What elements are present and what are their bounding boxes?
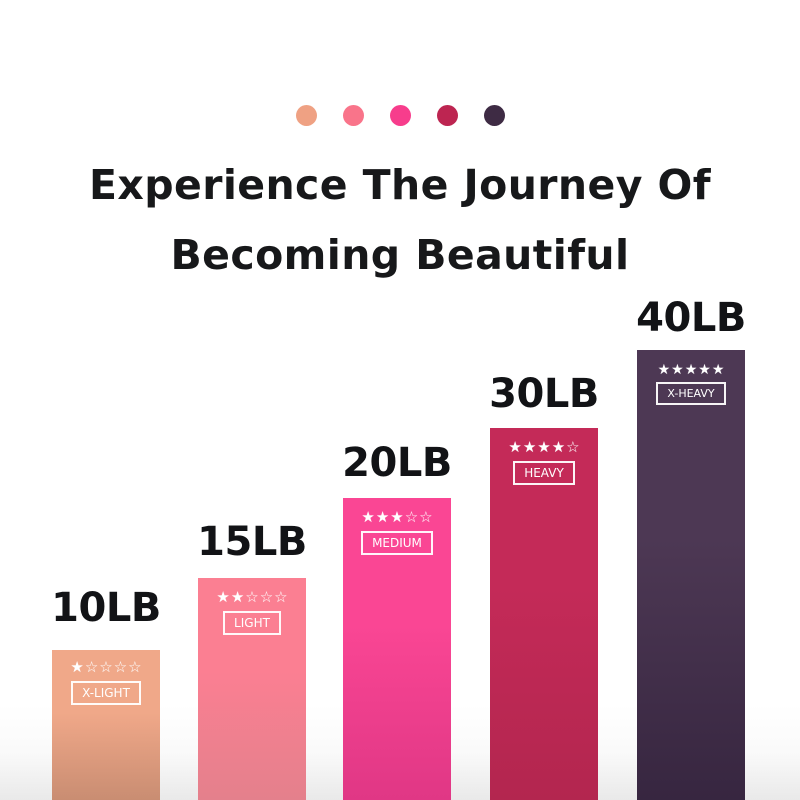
bar-heavy-star-rating: ★ ★ ★ ★ ☆ (508, 440, 579, 455)
bar-x-heavy-level-badge: X-HEAVY (656, 382, 726, 405)
bar-light-weight-label: 15LB (197, 519, 307, 565)
bar-light[interactable]: ★ ★ ☆ ☆ ☆ LIGHT (198, 578, 306, 800)
dot-medium (389, 105, 411, 126)
dot-x-heavy (483, 105, 505, 126)
star-empty-icon: ☆ (404, 509, 419, 526)
dot-heavy (436, 105, 458, 126)
bar-light-group: 15LB ★ ★ ☆ ☆ ☆ LIGHT (197, 522, 307, 800)
dot-x-light (295, 105, 317, 126)
title-line-1: Experience The Journey Of (88, 161, 712, 209)
star-filled-icon: ★ (657, 361, 671, 377)
bar-x-heavy-star-rating: ★ ★ ★ ★ ★ (658, 362, 725, 376)
star-filled-icon: ★ (375, 509, 390, 526)
bar-light-level-badge: LIGHT (223, 611, 281, 635)
star-filled-icon: ★ (522, 439, 537, 456)
bar-medium-level-badge: MEDIUM (361, 531, 433, 555)
page-title: Experience The Journey Of Becoming Beaut… (0, 150, 800, 290)
star-empty-icon: ☆ (259, 589, 274, 606)
star-filled-icon: ★ (361, 509, 375, 526)
title-line-2: Becoming Beautiful (170, 231, 630, 279)
bar-heavy-weight-label: 30LB (489, 371, 599, 417)
star-filled-icon: ★ (508, 439, 522, 456)
star-filled-icon: ★ (70, 659, 84, 676)
star-filled-icon: ★ (537, 439, 551, 456)
star-filled-icon: ★ (684, 361, 698, 377)
star-empty-icon: ☆ (99, 659, 113, 676)
star-filled-icon: ★ (671, 361, 684, 377)
color-swatch-row (0, 105, 800, 126)
bar-x-heavy-weight-label: 40LB (636, 295, 746, 341)
bar-medium-weight-label: 20LB (342, 440, 452, 486)
bar-x-light-level-badge: X-LIGHT (71, 681, 141, 705)
bar-x-light[interactable]: ★ ☆ ☆ ☆ ☆ X-LIGHT (52, 650, 160, 800)
bar-x-light-content: ★ ☆ ☆ ☆ ☆ X-LIGHT (52, 660, 160, 705)
bar-light-star-rating: ★ ★ ☆ ☆ ☆ (216, 590, 287, 605)
star-empty-icon: ☆ (274, 589, 288, 606)
bar-heavy-content: ★ ★ ★ ★ ☆ HEAVY (490, 440, 598, 485)
star-filled-icon: ★ (216, 589, 230, 606)
bar-x-light-star-rating: ★ ☆ ☆ ☆ ☆ (70, 660, 141, 675)
bar-heavy-group: 30LB ★ ★ ★ ★ ☆ HEAVY (489, 374, 599, 800)
star-filled-icon: ★ (711, 361, 725, 377)
star-empty-icon: ☆ (245, 589, 259, 606)
star-filled-icon: ★ (230, 589, 245, 606)
bar-medium-content: ★ ★ ★ ☆ ☆ MEDIUM (343, 510, 451, 555)
star-empty-icon: ☆ (113, 659, 128, 676)
bar-x-light-group: 10LB ★ ☆ ☆ ☆ ☆ X-LIGHT (51, 588, 161, 800)
star-filled-icon: ★ (551, 439, 566, 456)
star-filled-icon: ★ (698, 361, 711, 377)
star-empty-icon: ☆ (419, 509, 433, 526)
bar-x-heavy[interactable]: ★ ★ ★ ★ ★ X-HEAVY (637, 350, 745, 800)
bar-medium-group: 20LB ★ ★ ★ ☆ ☆ MEDIUM (342, 443, 452, 800)
star-empty-icon: ☆ (84, 659, 99, 676)
bar-medium-star-rating: ★ ★ ★ ☆ ☆ (361, 510, 432, 525)
dot-light (342, 105, 364, 126)
bar-x-light-weight-label: 10LB (51, 585, 161, 631)
star-empty-icon: ☆ (128, 659, 142, 676)
bar-x-heavy-content: ★ ★ ★ ★ ★ X-HEAVY (637, 362, 745, 405)
bar-light-content: ★ ★ ☆ ☆ ☆ LIGHT (198, 590, 306, 635)
bar-x-heavy-group: 40LB ★ ★ ★ ★ ★ X-HEAVY (636, 298, 746, 800)
bar-medium[interactable]: ★ ★ ★ ☆ ☆ MEDIUM (343, 498, 451, 800)
star-empty-icon: ☆ (566, 439, 580, 456)
star-filled-icon: ★ (390, 509, 404, 526)
bar-heavy[interactable]: ★ ★ ★ ★ ☆ HEAVY (490, 428, 598, 800)
bar-heavy-level-badge: HEAVY (513, 461, 575, 485)
